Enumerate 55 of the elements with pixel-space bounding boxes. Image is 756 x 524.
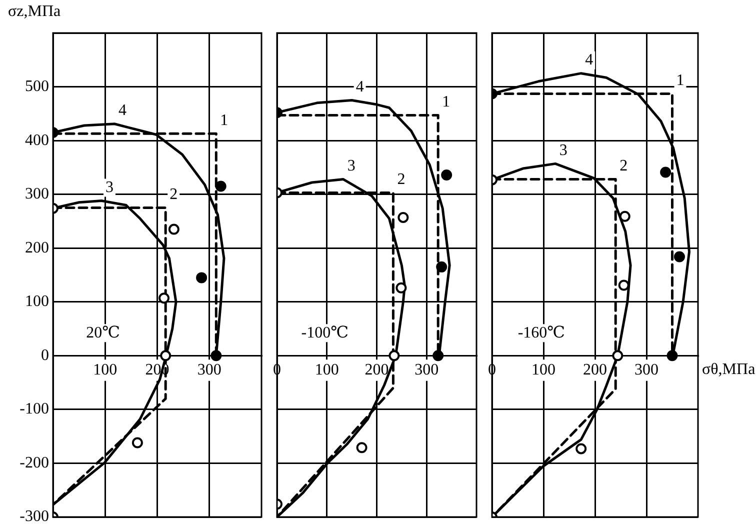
series-label: 4 — [118, 102, 127, 120]
series-label: 3 — [559, 142, 568, 159]
series-label: 4 — [356, 78, 364, 96]
point — [168, 224, 180, 235]
annotation: -100℃ — [301, 324, 348, 342]
x-tick-label: 100 — [314, 361, 339, 378]
point — [356, 442, 368, 454]
x-tick-label: 100 — [532, 361, 556, 378]
x-tick-label: 300 — [414, 361, 439, 378]
point — [436, 261, 448, 272]
series-label: 3 — [347, 157, 356, 174]
point — [619, 210, 630, 222]
y-tick-label: 300 — [25, 186, 49, 203]
point — [618, 280, 630, 291]
point — [666, 350, 678, 362]
x-axis-title: σθ,МПа — [702, 360, 756, 378]
series-label: 4 — [585, 52, 594, 69]
point — [441, 169, 452, 180]
series-label: 2 — [170, 186, 178, 203]
point — [210, 350, 222, 362]
point — [215, 180, 226, 192]
point — [160, 350, 172, 362]
series-label: 3 — [105, 178, 114, 196]
annotation: -160℃ — [518, 324, 566, 342]
point — [674, 251, 685, 262]
series-label: 1 — [442, 93, 450, 110]
point — [398, 212, 409, 223]
point — [576, 443, 587, 454]
annotation: 20℃ — [86, 324, 120, 342]
point — [132, 437, 143, 448]
y-tick-label: -200 — [20, 454, 49, 472]
x-tick-label: 100 — [93, 361, 118, 378]
series-label: 1 — [676, 72, 684, 89]
y-tick-label: -300 — [20, 508, 49, 524]
point — [158, 292, 170, 304]
point — [612, 350, 624, 362]
x-tick-label: 200 — [583, 361, 607, 378]
series-label: 2 — [620, 157, 628, 174]
y-tick-label: -100 — [20, 400, 49, 418]
point — [388, 350, 400, 362]
y-axis-title: σz,МПа — [8, 3, 61, 20]
point — [396, 282, 407, 294]
y-tick-label: 500 — [25, 78, 49, 95]
x-tick-label: 300 — [634, 361, 658, 378]
y-tick-label: 200 — [25, 239, 49, 256]
x-tick-label: 300 — [197, 361, 222, 378]
y-tick-label: 400 — [25, 132, 49, 149]
point — [660, 166, 672, 178]
y-tick-label: 0 — [41, 346, 49, 364]
point — [432, 350, 444, 362]
y-tick-label: 100 — [25, 293, 49, 310]
series-label: 2 — [397, 170, 406, 188]
point — [196, 272, 208, 284]
x-tick-label: 200 — [364, 361, 389, 378]
series-label: 1 — [220, 112, 228, 129]
